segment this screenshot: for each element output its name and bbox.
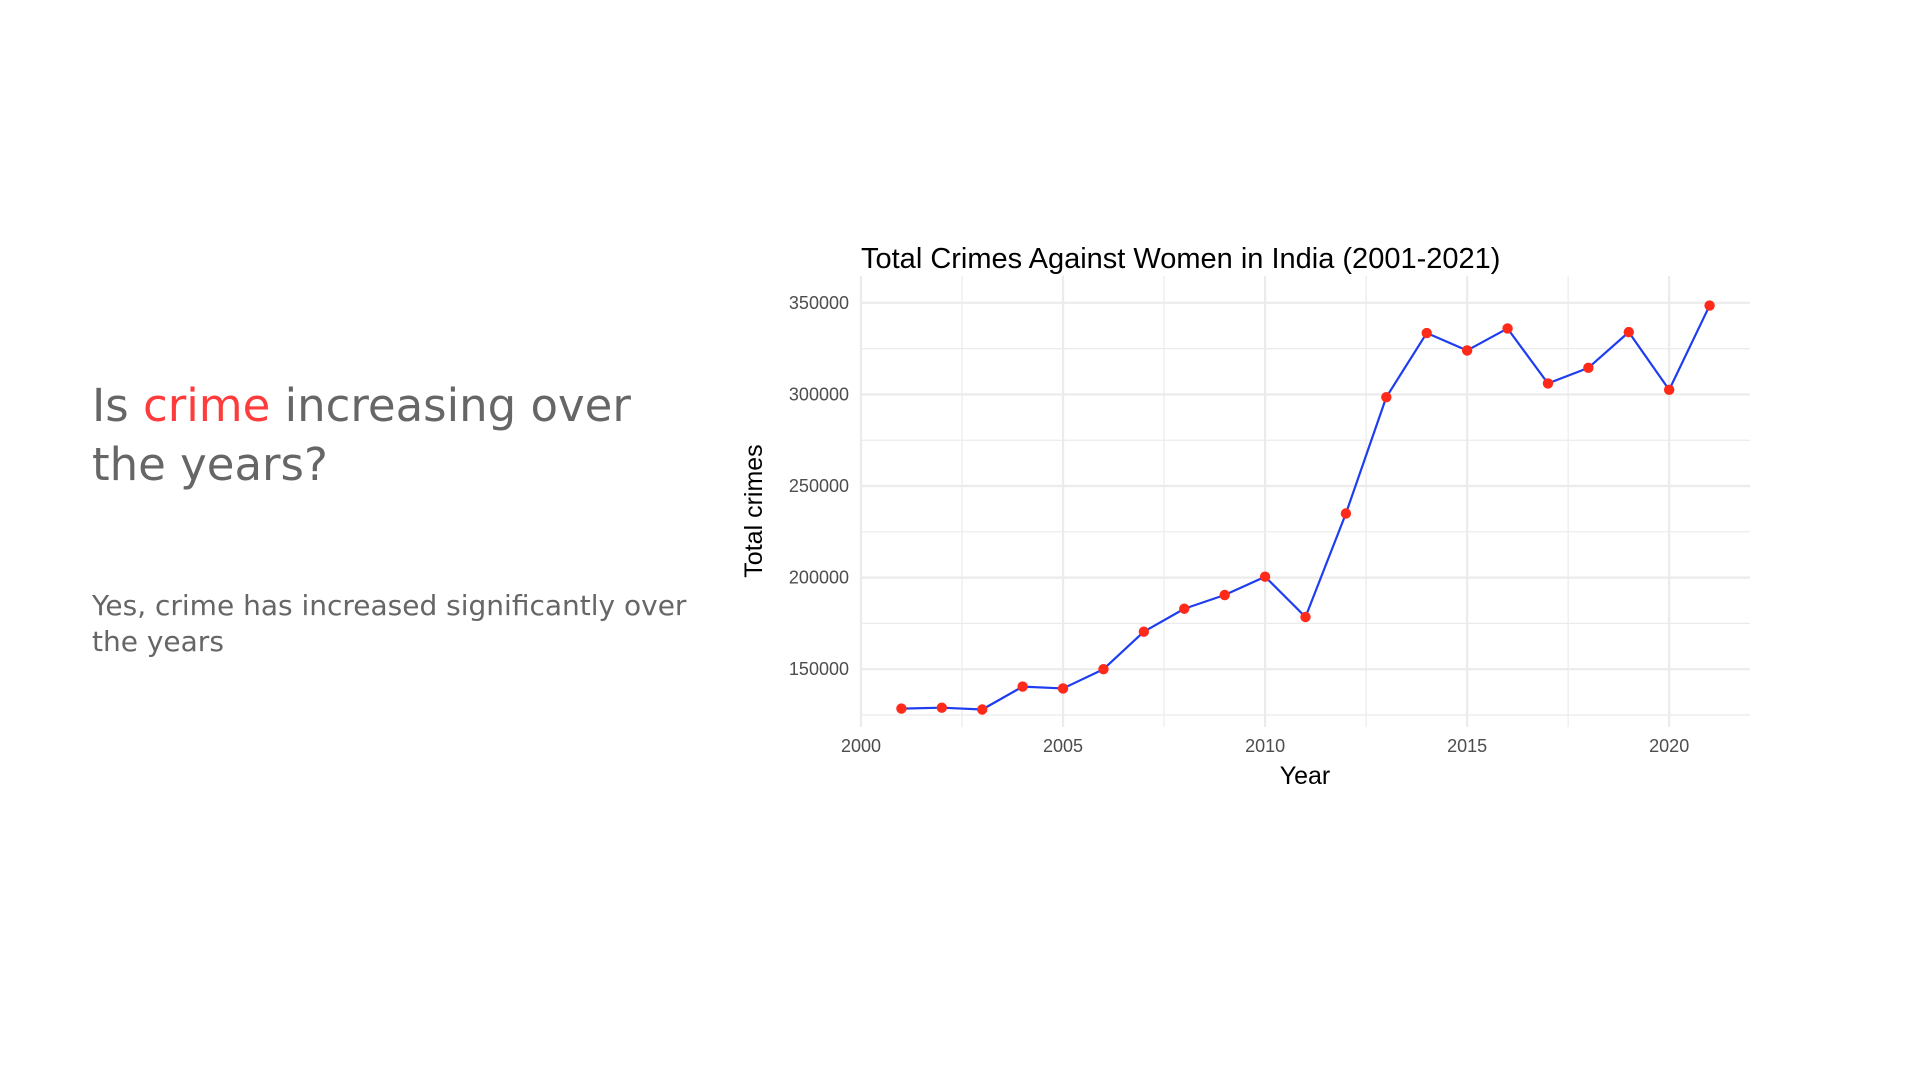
data-point	[896, 703, 907, 714]
data-point	[1098, 664, 1109, 675]
data-point	[1704, 300, 1715, 311]
data-point	[1421, 327, 1432, 339]
y-tick-label: 300000	[789, 384, 849, 404]
data-point	[1179, 603, 1190, 614]
data-point	[1340, 508, 1352, 519]
chart-container: Total Crimes Against Women in India (200…	[700, 220, 1780, 820]
minor-gridlines	[861, 276, 1750, 727]
data-point	[1219, 589, 1230, 601]
heading-highlight-word: crime	[143, 379, 271, 432]
data-point	[1259, 571, 1271, 582]
y-tick-label: 200000	[789, 568, 849, 588]
x-tick-label: 2010	[1245, 736, 1285, 756]
heading-text-after: increasing over the years?	[92, 379, 631, 491]
data-point	[977, 704, 988, 715]
chart-title: Total Crimes Against Women in India (200…	[861, 243, 1500, 275]
x-tick-label: 2005	[1043, 736, 1083, 756]
data-point	[1300, 611, 1311, 623]
y-tick-label: 150000	[789, 659, 849, 679]
data-point	[1623, 326, 1634, 338]
y-axis-ticks: 150000 200000 250000 300000 350000	[789, 293, 849, 679]
y-tick-label: 350000	[789, 293, 849, 313]
data-point	[1663, 384, 1675, 396]
y-tick-label: 250000	[789, 476, 849, 496]
data-point	[1057, 683, 1069, 694]
data-point	[936, 702, 948, 713]
data-point	[1461, 345, 1473, 356]
major-gridlines	[859, 276, 1750, 727]
y-axis-label: Total crimes	[740, 444, 768, 577]
x-tick-label: 2015	[1447, 736, 1487, 756]
data-point	[1583, 362, 1594, 374]
line-chart: Total Crimes Against Women in India (200…	[740, 243, 1750, 790]
heading-text-before: Is	[92, 379, 144, 432]
x-axis-label: Year	[1280, 762, 1331, 790]
x-tick-label: 2000	[841, 736, 881, 756]
data-point	[1381, 391, 1392, 403]
data-point	[1542, 378, 1554, 389]
x-axis-ticks: 2000 2005 2010 2015 2020	[841, 736, 1689, 756]
series-points-group	[896, 300, 1715, 715]
data-point	[1502, 323, 1513, 334]
data-point	[1138, 626, 1150, 637]
x-tick-label: 2020	[1649, 736, 1689, 756]
slide-heading: Is crime increasing over the years?	[92, 376, 712, 494]
slide-body-text: Yes, crime has increased significantly o…	[92, 589, 687, 658]
data-point	[1017, 681, 1028, 692]
